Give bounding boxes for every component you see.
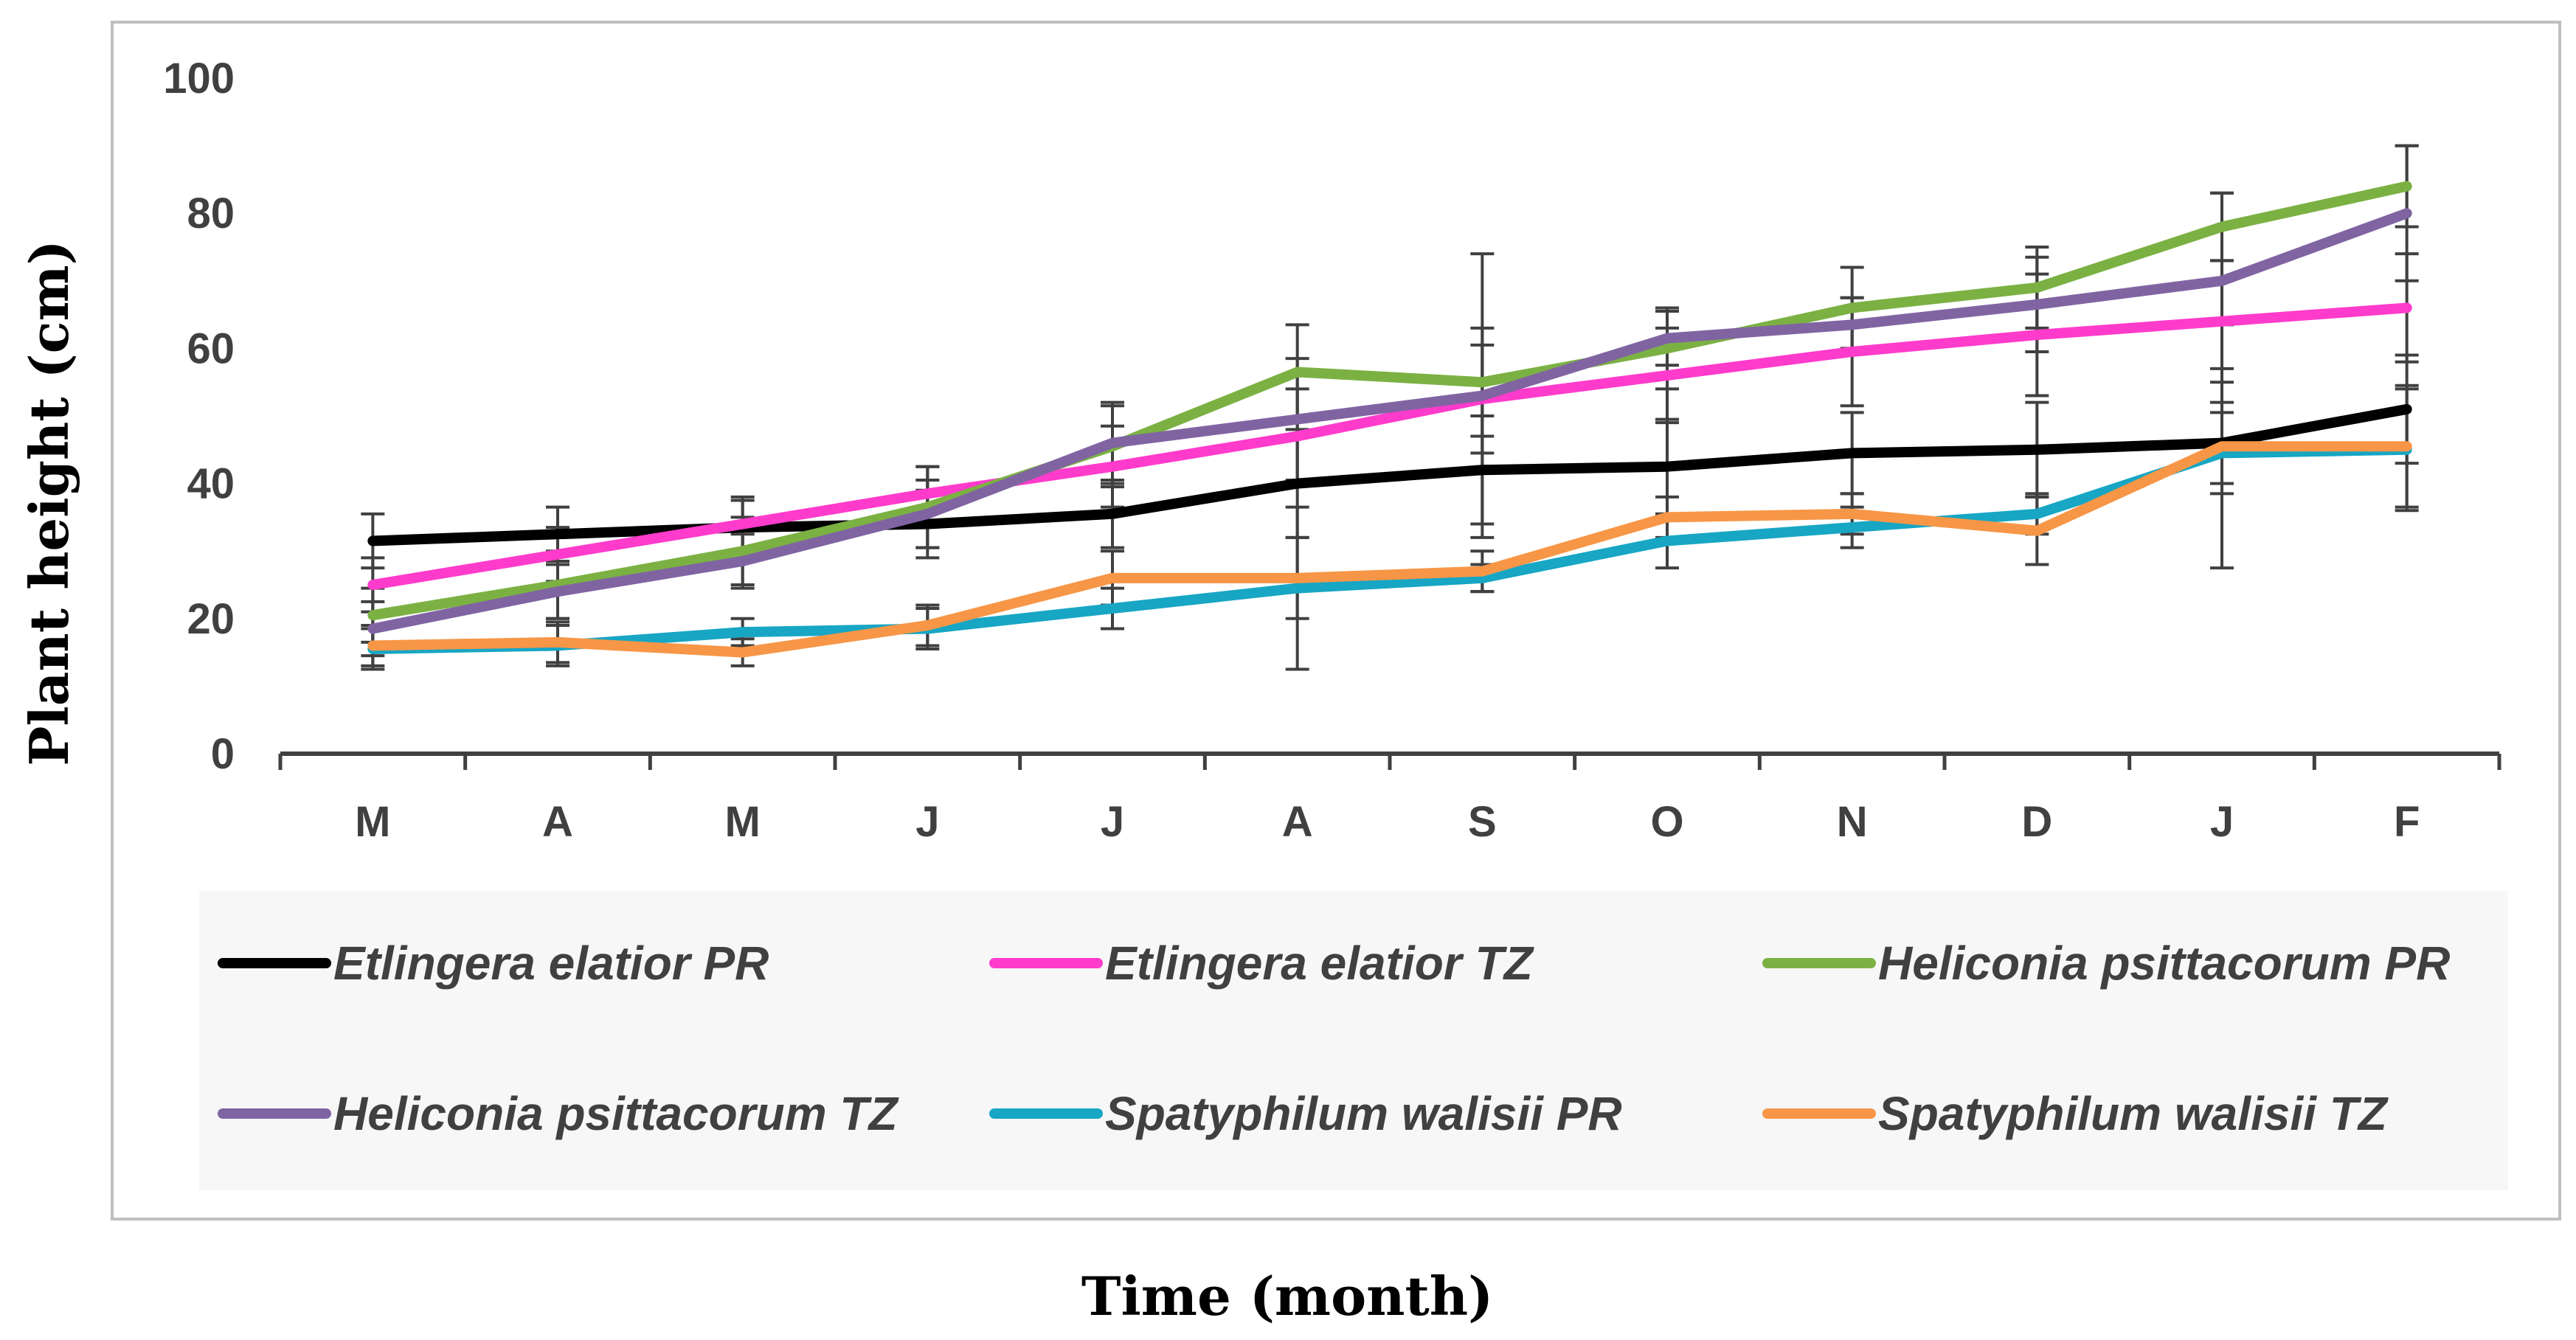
series-line-2: [367, 302, 2412, 590]
y-tick-label: 40: [187, 460, 235, 508]
x-tick-label: S: [1468, 798, 1497, 846]
legend-label: Spatyphilum walisii TZ: [1878, 1087, 2389, 1140]
series-line-6: [367, 441, 2412, 658]
legend: Etlingera elatior PR Etlingera elatior TZ…: [218, 937, 2450, 1140]
series-line-4: [367, 208, 2412, 634]
y-tick-label: 80: [187, 190, 235, 237]
x-tick-label: J: [1101, 798, 1124, 846]
x-axis-title: Time (month): [1081, 1265, 1493, 1327]
legend-label: Heliconia psittacorum TZ: [333, 1087, 899, 1140]
x-tick-label: D: [2021, 798, 2052, 846]
y-axis-title: Plant height (cm): [18, 240, 80, 766]
series-line-3: [367, 181, 2412, 621]
series-line-5: [367, 444, 2412, 655]
x-tick-label: J: [2210, 798, 2234, 846]
x-tick-label: N: [1837, 798, 1868, 846]
x-tick-label: F: [2394, 798, 2420, 846]
legend-background: [199, 891, 2508, 1190]
y-tick-label: 100: [163, 55, 235, 103]
legend-label: Etlingera elatior TZ: [1105, 937, 1535, 990]
x-tick-label: M: [725, 798, 761, 846]
x-tick-label: O: [1650, 798, 1683, 846]
x-tick-label: M: [355, 798, 390, 846]
y-tick-label: 60: [187, 324, 235, 372]
legend-label: Etlingera elatior PR: [333, 937, 769, 990]
x-tick-label: A: [542, 798, 573, 846]
axes-layer: [278, 751, 2501, 770]
series-layer: [367, 181, 2412, 658]
labels-layer: M A M J J A S O N D J F 0 20 40 60 80 100: [163, 55, 2420, 846]
legend-label: Heliconia psittacorum PR: [1878, 937, 2450, 990]
x-tick-label: A: [1282, 798, 1313, 846]
x-tick-label: J: [915, 798, 939, 846]
y-tick-label: 20: [187, 595, 235, 643]
y-tick-label: 0: [211, 730, 235, 778]
legend-label: Spatyphilum walisii PR: [1105, 1087, 1622, 1140]
